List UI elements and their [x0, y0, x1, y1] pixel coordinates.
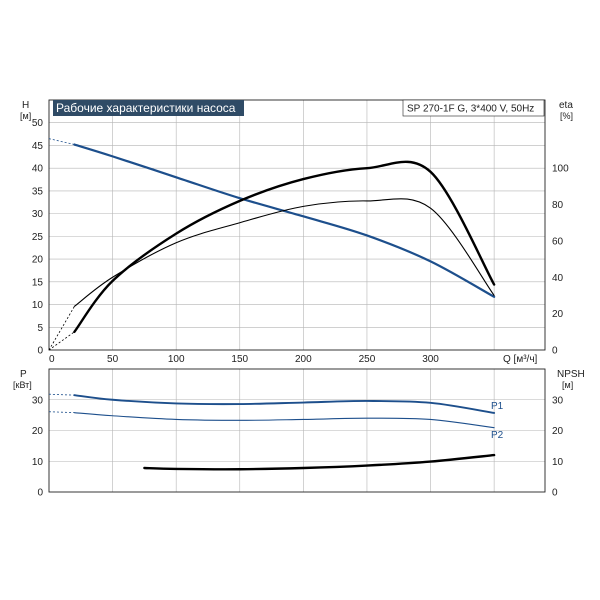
- lower-plot-frame: [48, 368, 546, 493]
- p-tick-label: 0: [37, 488, 43, 499]
- h-axis-label: H: [22, 100, 29, 111]
- performance-curves: [48, 138, 496, 471]
- h-tick-label: 25: [32, 232, 44, 243]
- p1-power-curve-extrapolation: [48, 393, 75, 396]
- eta-axis-unit: [%]: [560, 111, 573, 121]
- eta-tick-label: 100: [552, 164, 569, 175]
- eta-tick-label: 40: [552, 273, 564, 284]
- h-tick-label: 5: [37, 323, 43, 334]
- npsh-tick-label: 30: [552, 395, 564, 406]
- h-axis-unit: [м]: [20, 111, 31, 121]
- chart-title-box: Рабочие характеристики насоса: [53, 100, 244, 116]
- npsh-axis-label: NPSH: [557, 369, 585, 380]
- model-label-box: SP 270-1F G, 3*400 V, 50Hz: [402, 99, 545, 117]
- npsh-tick-label: 0: [552, 488, 558, 499]
- npsh-curve: [143, 453, 496, 471]
- p-axis-unit: [кВт]: [13, 380, 32, 390]
- q-tick-label: 0: [49, 354, 55, 365]
- upper-plot-frame: [48, 99, 546, 351]
- lower-plot-grid: [49, 369, 545, 492]
- h-tick-label: 35: [32, 186, 44, 197]
- q-tick-label: 200: [295, 354, 312, 365]
- h-tick-label: 15: [32, 277, 44, 288]
- pump-model-label: SP 270-1F G, 3*400 V, 50Hz: [407, 104, 534, 115]
- h-tick-label: 40: [32, 164, 44, 175]
- q-tick-label: 50: [107, 354, 119, 365]
- npsh-axis-unit: [м]: [562, 380, 573, 390]
- q-tick-label: 100: [168, 354, 185, 365]
- p2-power-curve-extrapolation: [48, 411, 75, 414]
- p-tick-label: 20: [32, 426, 44, 437]
- p-tick-label: 30: [32, 395, 44, 406]
- head-curve-extrapolation: [48, 138, 75, 145]
- q-tick-label: 300: [422, 354, 439, 365]
- efficiency-curve-thick-extrapolation: [48, 331, 75, 351]
- eta-axis-label: eta: [559, 100, 573, 111]
- p2-curve-label: P2: [491, 430, 504, 441]
- h-tick-label: 30: [32, 209, 44, 220]
- head-curve: [73, 143, 496, 298]
- chart-title: Рабочие характеристики насоса: [56, 101, 236, 115]
- q-tick-label: 150: [231, 354, 248, 365]
- h-tick-label: 0: [37, 346, 43, 357]
- p1-power-curve: [73, 394, 496, 414]
- eta-tick-label: 60: [552, 236, 564, 247]
- npsh-tick-label: 10: [552, 457, 564, 468]
- efficiency-curve-thin: [73, 198, 495, 307]
- p2-power-curve: [73, 412, 495, 429]
- efficiency-curve-thin-extrapolation: [48, 306, 75, 351]
- plot-frames: [48, 99, 546, 493]
- upper-plot-grid: [49, 100, 545, 350]
- efficiency-curve-thick: [73, 160, 496, 334]
- npsh-tick-label: 20: [552, 426, 564, 437]
- eta-tick-label: 0: [552, 346, 558, 357]
- h-tick-label: 50: [32, 118, 44, 129]
- p-tick-label: 10: [32, 457, 44, 468]
- p-axis-label: P: [20, 369, 27, 380]
- h-tick-label: 10: [32, 300, 44, 311]
- eta-tick-label: 20: [552, 309, 564, 320]
- h-tick-label: 45: [32, 141, 44, 152]
- eta-tick-label: 80: [552, 200, 564, 211]
- h-tick-label: 20: [32, 255, 44, 266]
- p1-curve-label: P1: [491, 401, 504, 412]
- q-tick-label: 250: [359, 354, 376, 365]
- q-axis-label: Q [м³/ч]: [503, 354, 538, 365]
